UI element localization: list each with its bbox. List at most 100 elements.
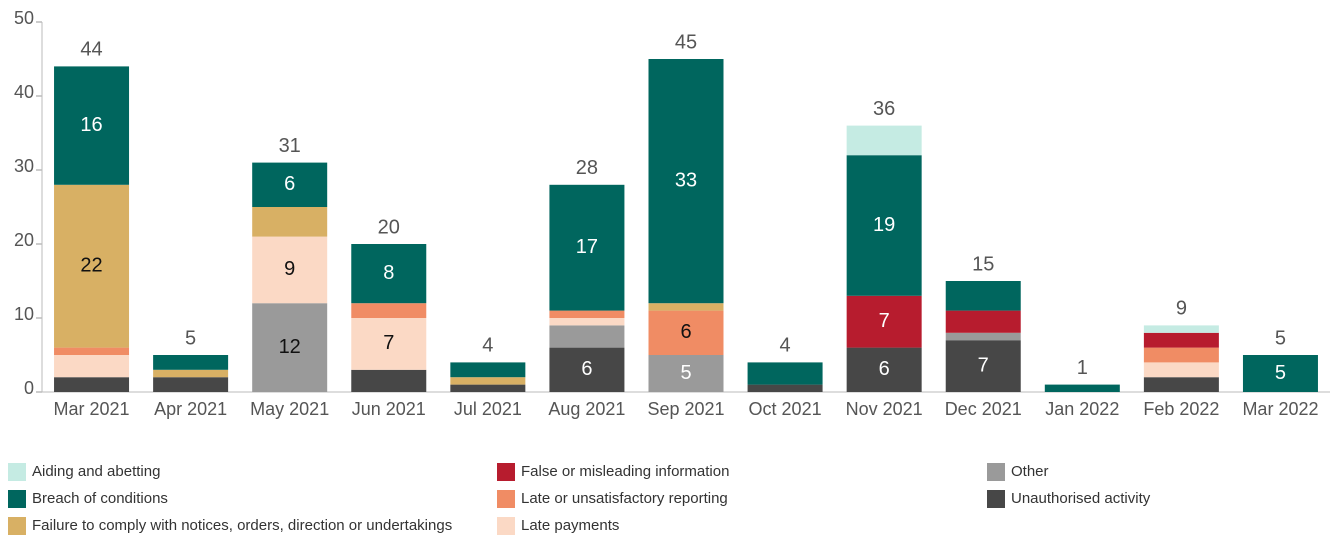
segment-label: 6 bbox=[284, 173, 295, 195]
bar-segment bbox=[351, 369, 427, 392]
segment-label: 16 bbox=[80, 114, 102, 136]
bar-segment bbox=[945, 340, 1021, 392]
bar-segment bbox=[351, 303, 427, 318]
segment-label: 12 bbox=[279, 336, 301, 358]
bar-segment bbox=[846, 125, 922, 156]
bar-segment bbox=[1143, 325, 1219, 333]
x-tick-label: Jan 2022 bbox=[1045, 399, 1119, 419]
total-label: 44 bbox=[80, 39, 102, 61]
legend-label: False or misleading information bbox=[521, 463, 729, 480]
bar-segment bbox=[747, 362, 823, 385]
total-label: 9 bbox=[1176, 298, 1187, 320]
x-tick-label: Mar 2022 bbox=[1242, 399, 1318, 419]
segment-label: 7 bbox=[879, 310, 890, 332]
legend-swatch bbox=[987, 490, 1005, 508]
legend-label: Aiding and abetting bbox=[32, 463, 160, 480]
x-tick-label: Jul 2021 bbox=[454, 399, 522, 419]
y-tick-label: 20 bbox=[14, 230, 34, 250]
bar-segment bbox=[252, 236, 328, 304]
bar-segment bbox=[747, 384, 823, 392]
x-tick-label: Mar 2021 bbox=[54, 399, 130, 419]
bar-segment bbox=[549, 318, 625, 326]
segment-label: 8 bbox=[383, 262, 394, 284]
bar-segment bbox=[1143, 332, 1219, 348]
segment-label: 6 bbox=[680, 321, 691, 343]
segment-label: 7 bbox=[978, 354, 989, 376]
total-label: 28 bbox=[576, 157, 598, 179]
bar-segment bbox=[54, 66, 130, 185]
legend-swatch bbox=[497, 517, 515, 535]
bar-segment bbox=[549, 347, 625, 392]
segment-label: 5 bbox=[1275, 362, 1286, 384]
bar-segment bbox=[945, 281, 1021, 311]
bar-segment bbox=[54, 355, 130, 378]
bar-segment bbox=[945, 332, 1021, 341]
total-label: 20 bbox=[378, 216, 400, 238]
x-tick-label: Feb 2022 bbox=[1143, 399, 1219, 419]
total-label: 4 bbox=[482, 335, 493, 357]
segment-label: 33 bbox=[675, 169, 697, 191]
total-label: 5 bbox=[1275, 327, 1286, 349]
segment-label: 17 bbox=[576, 236, 598, 258]
legend-label: Unauthorised activity bbox=[1011, 490, 1151, 507]
x-tick-label: Sep 2021 bbox=[647, 399, 724, 419]
x-tick-label: Oct 2021 bbox=[749, 399, 822, 419]
x-tick-label: Aug 2021 bbox=[548, 399, 625, 419]
segment-label: 5 bbox=[680, 362, 691, 384]
bar-segment bbox=[153, 377, 229, 392]
bar-segment bbox=[945, 310, 1021, 333]
bar-segment bbox=[54, 184, 130, 348]
legend-label: Failure to comply with notices, orders, … bbox=[32, 517, 452, 534]
bar-segment bbox=[1143, 347, 1219, 363]
total-label: 36 bbox=[873, 98, 895, 120]
bar-segment bbox=[54, 347, 130, 355]
segment-label: 22 bbox=[80, 254, 102, 276]
bar-segment bbox=[54, 377, 130, 392]
bar-segment bbox=[846, 295, 922, 348]
legend-swatch bbox=[987, 463, 1005, 481]
x-tick-label: May 2021 bbox=[250, 399, 329, 419]
total-label: 4 bbox=[780, 335, 791, 357]
bar-segment bbox=[252, 303, 328, 392]
y-tick-label: 40 bbox=[14, 82, 34, 102]
bar-segment bbox=[153, 355, 229, 370]
bar-segment bbox=[351, 244, 427, 304]
bar-segment bbox=[846, 347, 922, 392]
bar-segment bbox=[252, 162, 328, 207]
bar-segment bbox=[648, 303, 724, 311]
bar-segment bbox=[153, 369, 229, 378]
y-tick-label: 30 bbox=[14, 156, 34, 176]
segment-label: 19 bbox=[873, 214, 895, 236]
total-label: 45 bbox=[675, 31, 697, 53]
bar-segment bbox=[1143, 362, 1219, 378]
bar-segment bbox=[648, 310, 724, 355]
x-tick-label: Apr 2021 bbox=[154, 399, 227, 419]
total-label: 5 bbox=[185, 327, 196, 349]
bar-segment bbox=[252, 207, 328, 237]
x-tick-label: Jun 2021 bbox=[352, 399, 426, 419]
legend-swatch bbox=[8, 490, 26, 508]
bar-segment bbox=[351, 318, 427, 370]
legend-label: Late payments bbox=[521, 517, 619, 534]
x-tick-label: Nov 2021 bbox=[846, 399, 923, 419]
legend-swatch bbox=[497, 490, 515, 508]
total-label: 15 bbox=[972, 253, 994, 275]
y-tick-label: 10 bbox=[14, 304, 34, 324]
legend-label: Late or unsatisfactory reporting bbox=[521, 490, 728, 507]
bar-segment bbox=[648, 355, 724, 392]
total-label: 1 bbox=[1077, 357, 1088, 379]
legend-swatch bbox=[497, 463, 515, 481]
segment-label: 6 bbox=[581, 358, 592, 380]
bar-segment bbox=[450, 362, 526, 378]
y-tick-label: 0 bbox=[24, 378, 34, 398]
bar-segment bbox=[549, 310, 625, 318]
bar-segment bbox=[549, 325, 625, 348]
bar-segment bbox=[1242, 355, 1318, 392]
bar-segment bbox=[846, 155, 922, 296]
bar-segment bbox=[450, 377, 526, 385]
y-tick-label: 50 bbox=[14, 8, 34, 28]
legend-label: Other bbox=[1011, 463, 1049, 480]
segment-label: 9 bbox=[284, 258, 295, 280]
legend-swatch bbox=[8, 517, 26, 535]
